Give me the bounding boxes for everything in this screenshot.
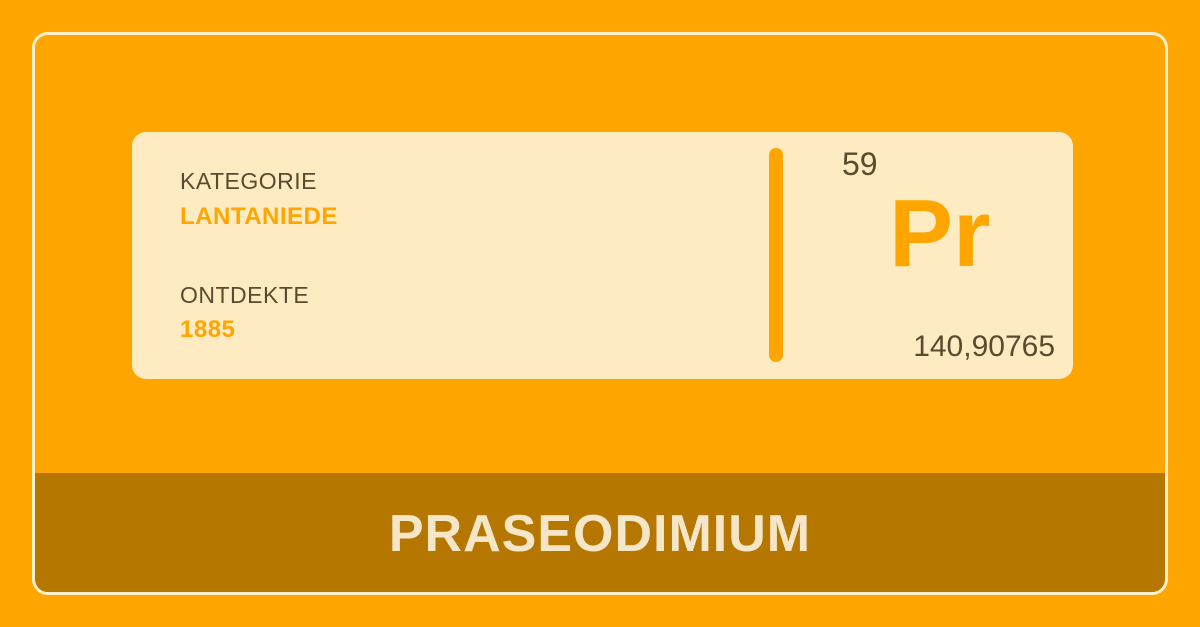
discovered-value: 1885 xyxy=(180,316,236,343)
element-name: PRASEODIMIUM xyxy=(388,505,812,563)
atomic-mass: 140,90765 xyxy=(913,330,1055,363)
category-label: KATEGORIE xyxy=(180,168,317,194)
discovered-label: ONTDEKTE xyxy=(180,282,310,308)
element-name-bar: PRASEODIMIUM xyxy=(35,473,1165,592)
element-info-panel: KATEGORIE LANTANIEDE ONTDEKTE 1885 59 Pr… xyxy=(132,132,1073,379)
element-card-frame: KATEGORIE LANTANIEDE ONTDEKTE 1885 59 Pr… xyxy=(32,32,1168,595)
vertical-divider xyxy=(769,148,783,362)
atomic-number: 59 xyxy=(842,146,878,182)
element-symbol: Pr xyxy=(889,180,991,287)
category-value: LANTANIEDE xyxy=(180,203,338,230)
